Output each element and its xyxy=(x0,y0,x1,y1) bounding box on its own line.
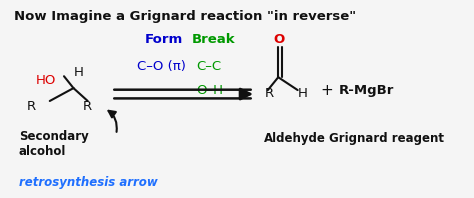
Text: Now Imagine a Grignard reaction "in reverse": Now Imagine a Grignard reaction "in reve… xyxy=(14,10,356,23)
Text: H: H xyxy=(73,66,83,79)
Text: Grignard reagent: Grignard reagent xyxy=(329,132,445,145)
Text: retrosynthesis arrow: retrosynthesis arrow xyxy=(19,176,158,189)
Text: H: H xyxy=(298,87,308,100)
Text: Break: Break xyxy=(192,33,236,46)
Text: Aldehyde: Aldehyde xyxy=(264,132,326,145)
Text: R-MgBr: R-MgBr xyxy=(339,84,394,97)
Text: Form: Form xyxy=(145,33,183,46)
Text: O–H: O–H xyxy=(197,84,224,97)
Text: C–C: C–C xyxy=(197,60,222,73)
Text: C–O (π): C–O (π) xyxy=(137,60,186,73)
Text: +: + xyxy=(320,83,333,98)
Text: R: R xyxy=(27,100,36,113)
Text: R: R xyxy=(264,87,273,100)
Text: R: R xyxy=(83,100,92,113)
Text: O: O xyxy=(273,33,284,46)
Text: HO: HO xyxy=(36,74,56,87)
Text: Secondary
alcohol: Secondary alcohol xyxy=(19,129,89,158)
